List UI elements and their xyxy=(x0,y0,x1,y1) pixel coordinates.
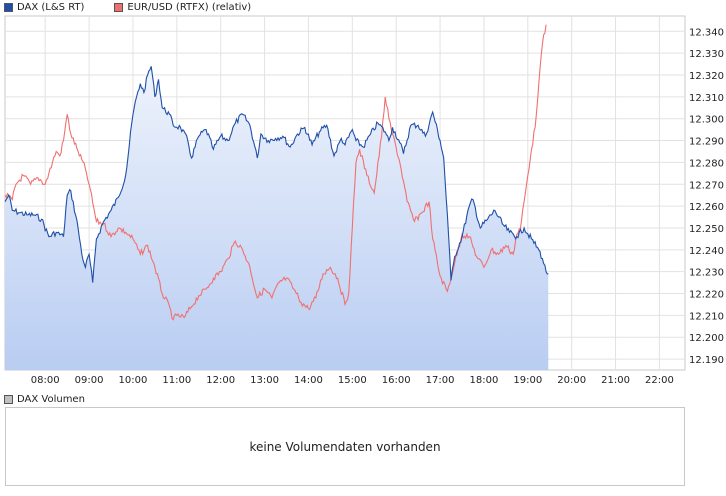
y-tick-label: 12.210 xyxy=(689,311,724,322)
x-tick-label: 18:00 xyxy=(470,375,499,386)
price-chart: 08:00 09:00 10:00 11:00 12:00 13:00 14:00 15:00… xyxy=(4,15,724,386)
legend-item-eurusd[interactable]: EUR/USD (RTFX) (relativ) xyxy=(114,2,251,13)
series-line-dax-l-s-rt xyxy=(4,66,549,283)
x-tick-label: 09:00 xyxy=(75,375,104,386)
x-tick-label: 13:00 xyxy=(250,375,279,386)
y-tick-label: 12.260 xyxy=(689,202,724,213)
x-tick-label: 12:00 xyxy=(206,375,235,386)
x-tick-label: 17:00 xyxy=(426,375,455,386)
x-tick-label: 11:00 xyxy=(162,375,191,386)
x-tick-label: 21:00 xyxy=(601,375,630,386)
series-area-dax-l-s-rt xyxy=(5,66,549,371)
y-tick-label: 12.250 xyxy=(689,224,724,235)
y-tick-label: 12.190 xyxy=(689,355,724,366)
y-tick-label: 12.290 xyxy=(689,137,724,148)
legend-swatch-dax xyxy=(4,2,13,12)
y-tick-label: 12.240 xyxy=(689,246,724,257)
y-tick-label: 12.270 xyxy=(689,180,724,191)
y-tick-label: 12.320 xyxy=(689,71,724,82)
x-tick-label: 16:00 xyxy=(382,375,411,386)
legend-label-dax: DAX (L&S RT) xyxy=(17,1,85,13)
volume-legend: DAX Volumen xyxy=(4,392,85,406)
y-tick-label: 12.220 xyxy=(689,290,724,301)
y-tick-label: 12.280 xyxy=(689,158,724,169)
y-tick-label: 12.310 xyxy=(689,93,724,104)
legend-item-dax[interactable]: DAX (L&S RT) xyxy=(4,2,84,13)
y-tick-label: 12.330 xyxy=(689,49,724,60)
y-tick-label: 12.230 xyxy=(689,268,724,279)
legend-label-volume: DAX Volumen xyxy=(17,393,85,405)
legend-label-eurusd: EUR/USD (RTFX) (relativ) xyxy=(127,1,252,13)
x-tick-label: 10:00 xyxy=(119,375,148,386)
x-tick-label: 20:00 xyxy=(557,375,586,386)
y-tick-label: 12.300 xyxy=(689,115,724,126)
y-tick-label: 12.200 xyxy=(689,333,724,344)
x-tick-label: 14:00 xyxy=(294,375,323,386)
y-tick-label: 12.340 xyxy=(689,27,724,38)
legend-swatch-volume xyxy=(4,394,13,404)
x-tick-label: 19:00 xyxy=(513,375,542,386)
volume-empty-message: keine Volumendaten vorhanden xyxy=(249,440,441,454)
chart-legend: DAX (L&S RT) EUR/USD (RTFX) (relativ) xyxy=(4,0,281,14)
legend-swatch-eurusd xyxy=(114,2,124,12)
x-tick-label: 22:00 xyxy=(645,375,674,386)
x-tick-label: 15:00 xyxy=(338,375,367,386)
volume-panel: keine Volumendaten vorhanden xyxy=(5,407,685,486)
x-tick-label: 08:00 xyxy=(31,375,60,386)
